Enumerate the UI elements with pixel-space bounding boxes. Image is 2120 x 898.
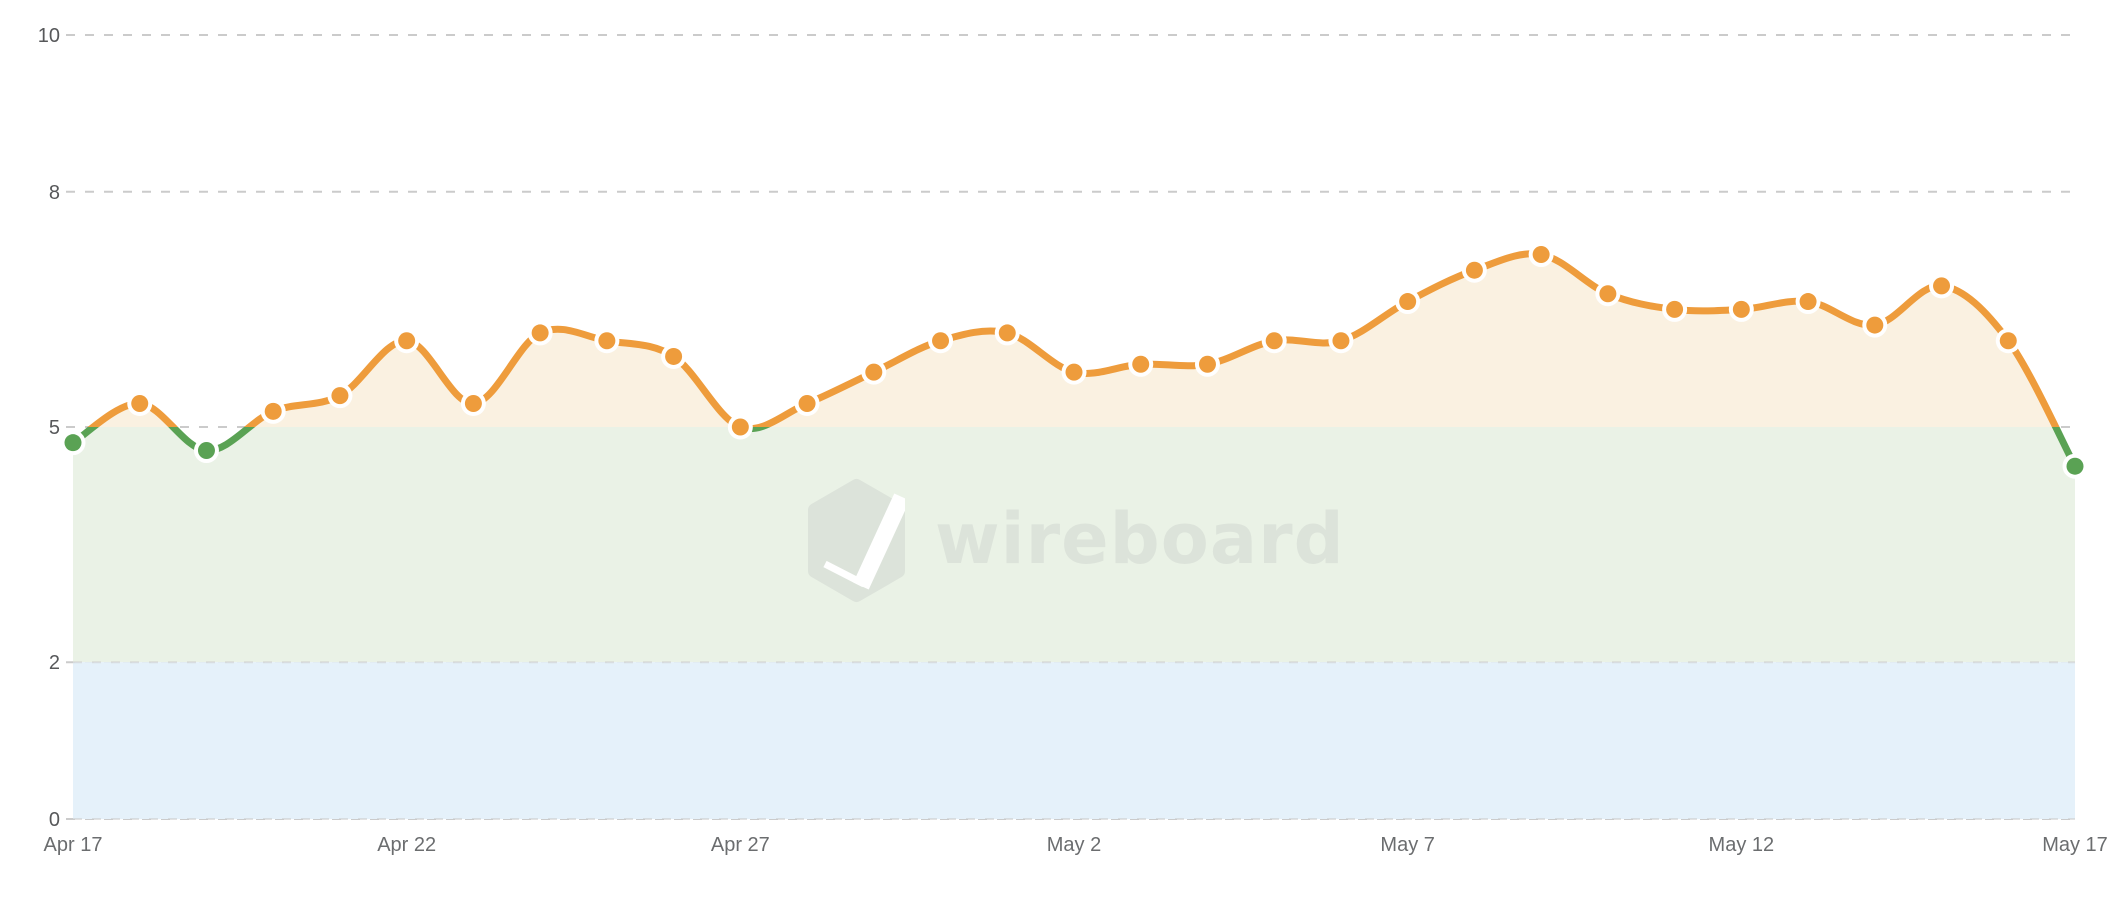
- data-point[interactable]: [1265, 332, 1283, 350]
- data-point[interactable]: [2066, 457, 2084, 475]
- data-point[interactable]: [1132, 355, 1150, 373]
- y-axis-label: 0: [49, 809, 60, 831]
- data-point[interactable]: [1065, 363, 1083, 381]
- zone-low-zone: [73, 662, 2075, 819]
- data-point[interactable]: [64, 434, 82, 452]
- data-point[interactable]: [1732, 300, 1750, 318]
- x-axis-label: Apr 22: [377, 834, 436, 856]
- data-point[interactable]: [731, 418, 749, 436]
- data-point[interactable]: [598, 332, 616, 350]
- x-axis-label: May 17: [2042, 834, 2108, 856]
- data-point[interactable]: [1465, 261, 1483, 279]
- data-point[interactable]: [1332, 332, 1350, 350]
- x-axis-label: May 12: [1709, 834, 1775, 856]
- data-point[interactable]: [665, 347, 683, 365]
- data-point[interactable]: [531, 324, 549, 342]
- y-axis-label: 2: [49, 652, 60, 674]
- data-point[interactable]: [464, 394, 482, 412]
- data-point[interactable]: [1866, 316, 1884, 334]
- data-point[interactable]: [331, 387, 349, 405]
- data-point[interactable]: [1933, 277, 1951, 295]
- x-axis-label: Apr 17: [44, 834, 103, 856]
- data-point[interactable]: [998, 324, 1016, 342]
- y-axis-label: 8: [49, 182, 60, 204]
- data-point[interactable]: [1532, 246, 1550, 264]
- area-fill: [73, 253, 2075, 819]
- data-point[interactable]: [1599, 285, 1617, 303]
- data-point[interactable]: [264, 402, 282, 420]
- x-axis-label: May 2: [1047, 834, 1101, 856]
- data-point[interactable]: [932, 332, 950, 350]
- data-point[interactable]: [798, 394, 816, 412]
- x-axis-label: May 7: [1380, 834, 1434, 856]
- x-axis-label: Apr 27: [711, 834, 770, 856]
- data-point[interactable]: [1999, 332, 2017, 350]
- data-point[interactable]: [1799, 293, 1817, 311]
- data-point[interactable]: [1198, 355, 1216, 373]
- data-point[interactable]: [197, 442, 215, 460]
- data-point[interactable]: [1399, 293, 1417, 311]
- data-point[interactable]: [131, 394, 149, 412]
- data-point[interactable]: [398, 332, 416, 350]
- y-axis-label: 5: [49, 417, 60, 439]
- data-point[interactable]: [865, 363, 883, 381]
- y-axis-label: 10: [38, 25, 60, 47]
- data-point[interactable]: [1666, 300, 1684, 318]
- zone-mid-zone: [73, 427, 2075, 663]
